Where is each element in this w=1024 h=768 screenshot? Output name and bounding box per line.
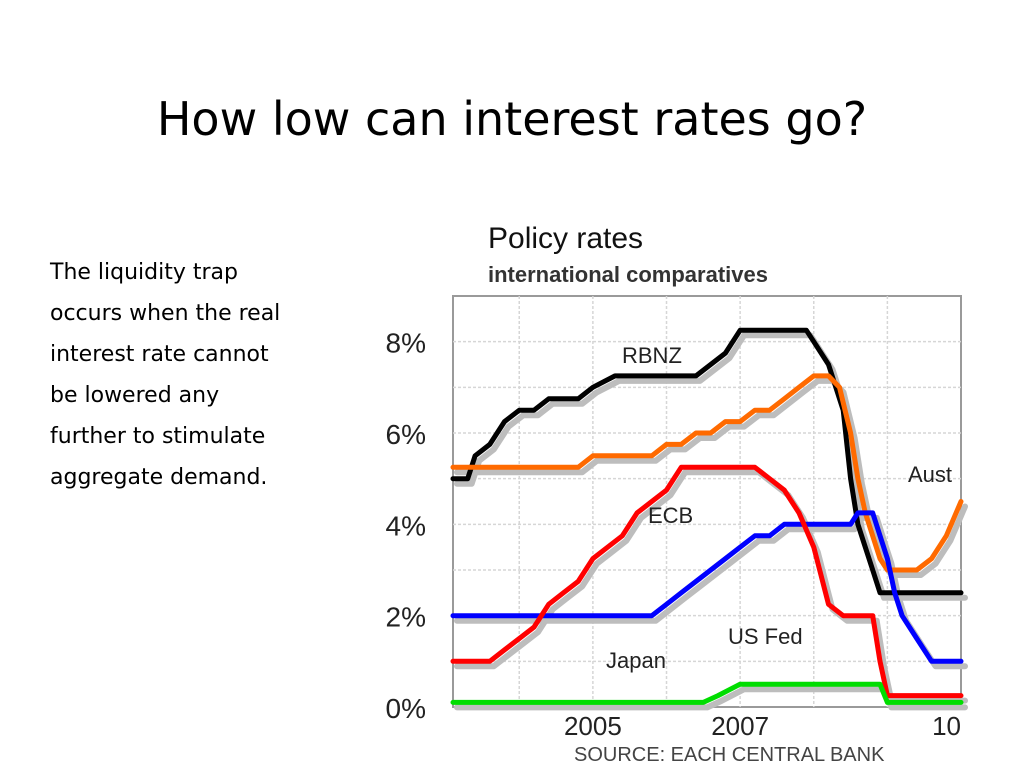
y-tick-label: 6% bbox=[386, 419, 426, 450]
y-tick-label: 4% bbox=[386, 510, 426, 541]
chart-subtitle: international comparatives bbox=[488, 262, 768, 287]
x-tick-label: 10 bbox=[932, 711, 961, 741]
x-axis-ticks: 2005 2007 10 bbox=[564, 711, 961, 741]
chart-series bbox=[450, 327, 968, 711]
series-label-japan: Japan bbox=[606, 648, 666, 673]
series-line-rbnz bbox=[450, 327, 964, 596]
series-line-ecb bbox=[450, 510, 964, 664]
body-text-line: aggregate demand. bbox=[50, 465, 268, 490]
body-text-line: occurs when the real bbox=[50, 301, 281, 326]
body-text-line: The liquidity trap bbox=[50, 260, 238, 285]
body-text-line: further to stimulate bbox=[50, 424, 266, 449]
policy-rates-chart: Policy rates international comparatives … bbox=[386, 222, 968, 766]
x-tick-label: 2005 bbox=[564, 711, 622, 741]
x-tick-label: 2007 bbox=[711, 711, 769, 741]
y-tick-label: 2% bbox=[386, 602, 426, 633]
series-label-rbnz: RBNZ bbox=[622, 343, 682, 368]
series-label-us-fed: US Fed bbox=[728, 624, 803, 649]
y-tick-label: 0% bbox=[386, 693, 426, 724]
y-tick-label: 8% bbox=[386, 328, 426, 359]
series-label-aust: Aust bbox=[908, 462, 952, 487]
body-text: The liquidity trap occurs when the real … bbox=[50, 252, 350, 498]
slide-title: How low can interest rates go? bbox=[156, 92, 868, 146]
series-line-us-fed bbox=[450, 464, 964, 699]
series-line-shadow bbox=[454, 469, 968, 704]
series-line-aust bbox=[450, 373, 964, 573]
body-text-line: interest rate cannot bbox=[50, 342, 269, 367]
chart-title: Policy rates bbox=[488, 222, 643, 255]
series-line-japan bbox=[450, 681, 964, 705]
plot-frame bbox=[452, 295, 962, 708]
series-label-ecb: ECB bbox=[648, 503, 693, 528]
chart-source: SOURCE: EACH CENTRAL BANK bbox=[574, 744, 885, 766]
y-axis-ticks: 8% 6% 4% 2% 0% bbox=[386, 328, 426, 724]
body-text-line: be lowered any bbox=[50, 383, 220, 408]
